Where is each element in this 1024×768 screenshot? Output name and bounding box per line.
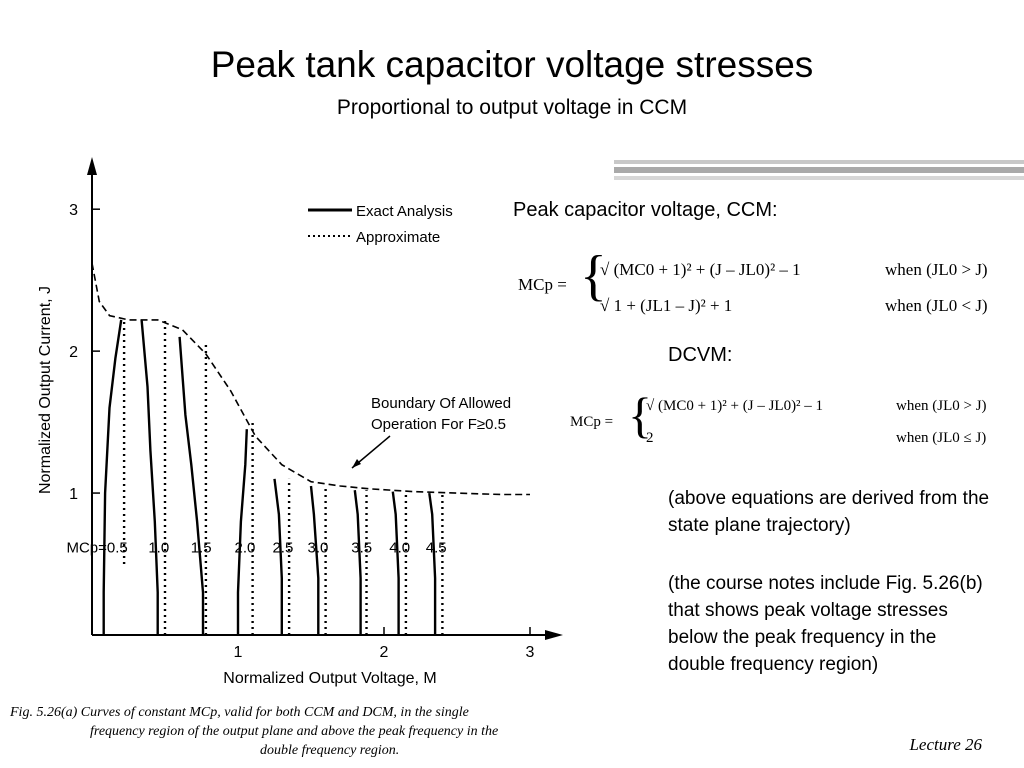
slide-title: Peak tank capacitor voltage stresses: [210, 44, 814, 85]
y-tick-label: 1: [69, 486, 78, 503]
curve-label-0: MCp=0.5: [66, 540, 127, 557]
caption-line2: frequency region of the output plane and…: [90, 724, 499, 739]
dcvm-brace: {: [628, 387, 652, 443]
mcp-curves-chart: 1 2 3 1 2 3 MCp=0.5 1.0 1.5 2.0 2.5 3.0 3.5 4.0 4.5 E…: [37, 157, 563, 687]
course-notes-note: (the course notes include Fig. 5.26(b) t…: [668, 573, 983, 675]
dcvm-equation: MCp = { √ (MC0 + 1)² + (J – JL0)² – 1 wh…: [570, 387, 1010, 462]
curve-label-8: 4.5: [426, 540, 447, 557]
lecture-label: Lecture 26: [909, 735, 982, 754]
ccm-brace: {: [580, 245, 607, 307]
dcvm-lhs: MCp =: [570, 414, 614, 430]
figure-caption: Fig. 5.26(a) Curves of constant MCp, val…: [10, 703, 610, 760]
dcvm-case1: √ (MC0 + 1)² + (J – JL0)² – 1: [646, 398, 824, 414]
boundary-annotation: Boundary Of Allowed Operation For F≥0.5: [351, 395, 511, 469]
slide-subtitle: Proportional to output voltage in CCM: [336, 96, 688, 119]
exact-curve-8: [428, 492, 437, 635]
exact-curve-0: [102, 319, 123, 635]
annotation-arrowhead: [352, 459, 361, 468]
ccm-case1-condition: when (JL0 > J): [885, 260, 988, 279]
curve-label-2: 1.5: [191, 540, 212, 557]
annotation-line1: Boundary Of Allowed: [371, 395, 511, 412]
chart-legend: Exact Analysis Approximate: [308, 203, 453, 246]
ccm-case2: √ 1 + (JL1 – J)² + 1: [600, 296, 733, 315]
x-axis-label: Normalized Output Voltage, M: [223, 670, 436, 687]
ccm-lhs: MCp =: [518, 275, 567, 294]
legend-exact-label: Exact Analysis: [356, 203, 453, 220]
exact-curve-1: [140, 319, 159, 635]
dcvm-case2-condition: when (JL0 ≤ J): [896, 430, 987, 446]
exact-curve-3: [236, 429, 248, 635]
derivation-note: (above equations are derived from the st…: [668, 488, 990, 536]
y-axis-arrowhead: [87, 157, 97, 175]
curve-label-5: 3.0: [307, 540, 328, 557]
chart-curves: MCp=0.5 1.0 1.5 2.0 2.5 3.0 3.5 4.0 4.5: [66, 262, 530, 635]
y-tick-label: 3: [69, 202, 78, 219]
curve-label-7: 4.0: [389, 540, 410, 557]
curve-label-3: 2.0: [234, 540, 255, 557]
curve-label-4: 2.5: [272, 540, 293, 557]
decorative-bars: [614, 160, 1024, 180]
exact-curve-6: [353, 490, 362, 635]
legend-approx-label: Approximate: [356, 229, 440, 246]
y-axis-label: Normalized Output Current, J: [37, 286, 54, 494]
annotation-line2: Operation For F≥0.5: [371, 416, 506, 433]
x-tick-label: 1: [234, 644, 243, 661]
caption-line1: Fig. 5.26(a) Curves of constant MCp, val…: [10, 705, 469, 720]
chart-axes: 1 2 3 1 2 3: [69, 157, 563, 661]
exact-curve-2: [178, 336, 205, 635]
dcvm-heading: DCVM:: [668, 344, 733, 366]
ccm-equation: MCp = { √ (MC0 + 1)² + (J – JL0)² – 1 wh…: [518, 245, 1018, 330]
curve-label-1: 1.0: [148, 540, 169, 557]
caption-line3: double frequency region.: [260, 743, 400, 758]
exact-curve-7: [391, 491, 400, 635]
x-tick-label: 2: [380, 644, 389, 661]
x-tick-label: 3: [526, 644, 535, 661]
dcvm-case1-condition: when (JL0 > J): [896, 398, 987, 414]
dcvm-case2: 2: [646, 430, 654, 446]
y-tick-label: 2: [69, 344, 78, 361]
ccm-heading: Peak capacitor voltage, CCM:: [513, 199, 778, 221]
exact-curve-5: [309, 485, 320, 635]
exact-curve-4: [273, 478, 283, 635]
boundary-curve: [91, 262, 530, 496]
ccm-case1: √ (MC0 + 1)² + (J – JL0)² – 1: [600, 260, 801, 279]
x-axis-arrowhead: [545, 630, 563, 640]
curve-label-6: 3.5: [351, 540, 372, 557]
ccm-case2-condition: when (JL0 < J): [885, 296, 988, 315]
